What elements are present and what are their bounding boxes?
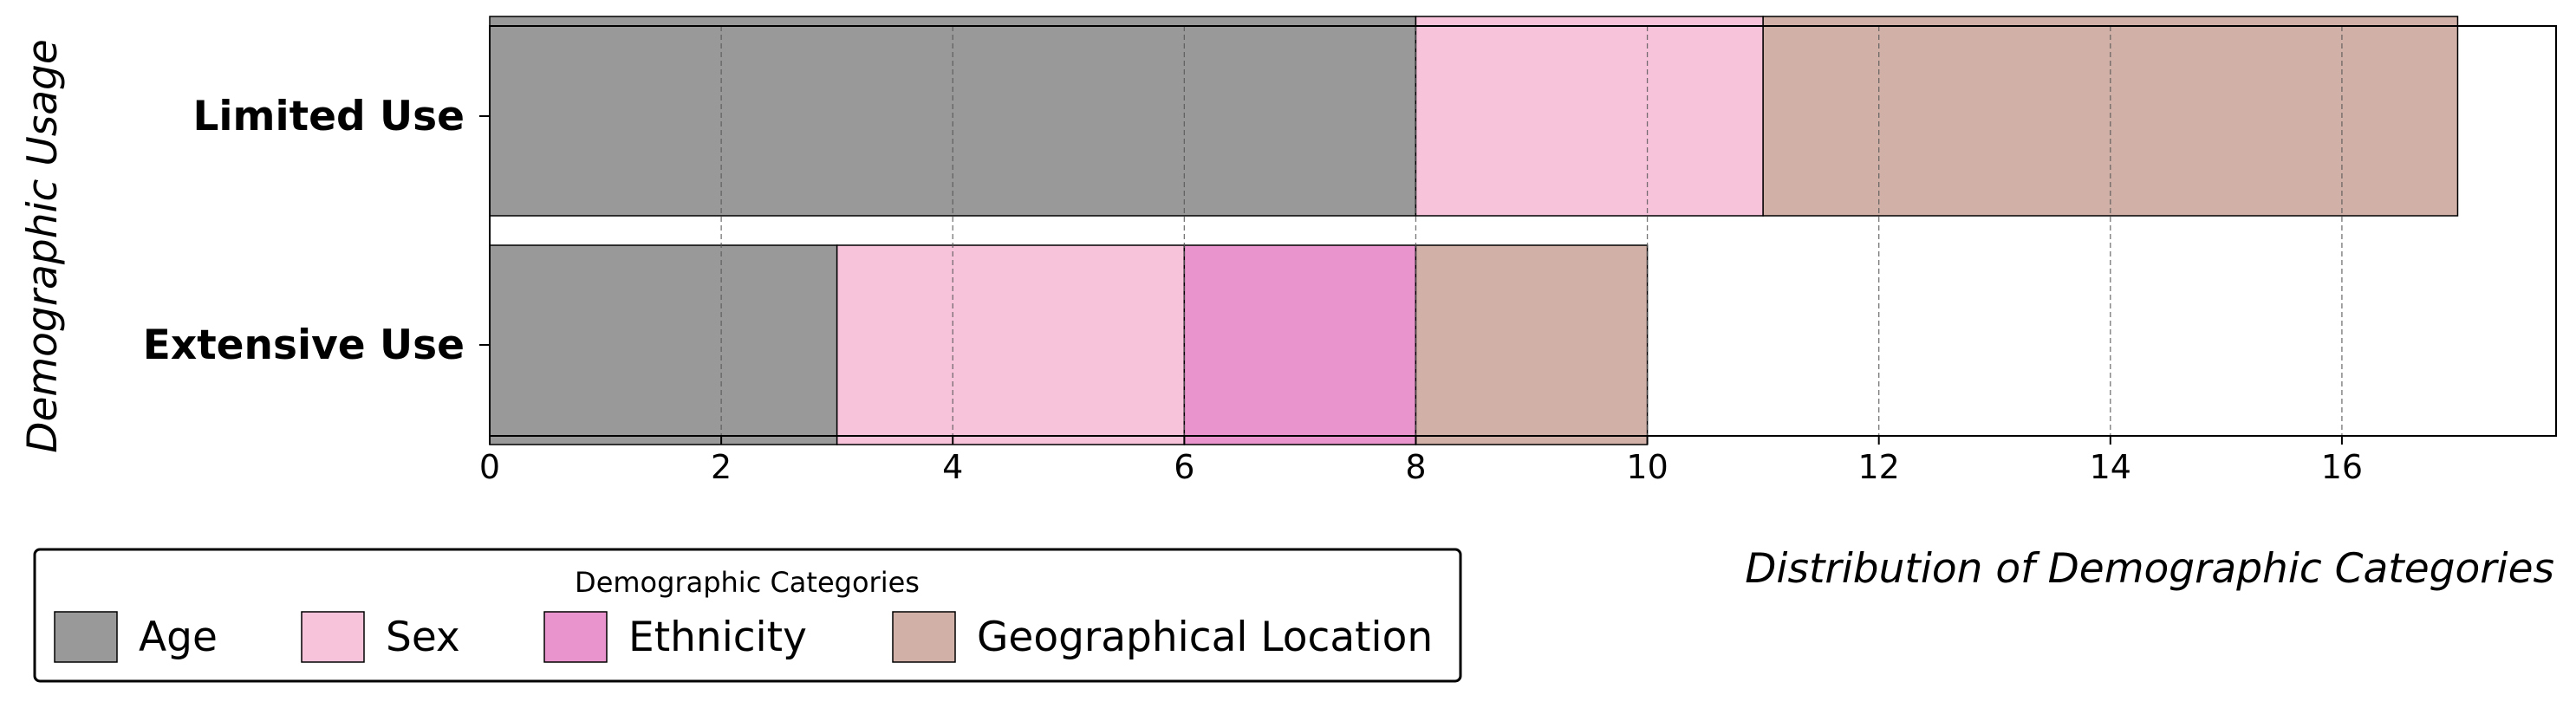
y-tick-label: Extensive Use <box>143 322 465 369</box>
x-tick-label: 6 <box>1174 448 1194 486</box>
bar-age-extensive-use <box>489 244 838 445</box>
x-axis-title: Distribution of Demographic Categories <box>1745 545 2554 593</box>
legend-title: Demographic Categories <box>575 566 920 599</box>
legend-label: Geographical Location <box>977 614 1433 661</box>
x-tick-label: 16 <box>2321 448 2363 486</box>
x-tick-label: 10 <box>1626 448 1668 486</box>
x-tick-label: 8 <box>1405 448 1426 486</box>
legend-frame <box>33 548 1462 683</box>
x-tick-label: 14 <box>2090 448 2131 486</box>
legend-swatch-ethnicity <box>543 611 608 663</box>
y-axis-title: Demographic Usage <box>19 39 67 453</box>
x-tick-label: 0 <box>479 448 500 486</box>
axis-ticks: 0 2 4 6 8 10 12 14 16 <box>479 436 2363 486</box>
x-tick-label: 4 <box>942 448 963 486</box>
bar-sex-limited-use <box>1415 16 1764 217</box>
grid-lines <box>720 26 2343 436</box>
x-tick-label: 2 <box>711 448 732 486</box>
legend-swatch-geographical-location <box>892 611 956 663</box>
legend-label: Ethnicity <box>628 614 807 661</box>
bar-ethnicity-extensive-use <box>1183 244 1417 445</box>
bar-geographical-location-extensive-use <box>1415 244 1649 445</box>
plot-frame <box>489 25 2557 437</box>
category-labels: Limited Use Extensive Use <box>143 93 490 369</box>
legend: Demographic Categories Age Sex Ethnicity Ge… <box>33 548 1462 683</box>
legend-items: Age Sex Ethnicity Geographical Location <box>54 611 1433 663</box>
bars <box>489 16 2459 445</box>
legend-swatch-age <box>54 611 118 663</box>
x-tick-label: 12 <box>1858 448 1900 486</box>
legend-label: Sex <box>386 614 460 661</box>
y-tick-label: Limited Use <box>192 93 465 140</box>
legend-label: Age <box>139 614 218 661</box>
legend-swatch-sex <box>301 611 365 663</box>
bar-sex-extensive-use <box>836 244 1186 445</box>
